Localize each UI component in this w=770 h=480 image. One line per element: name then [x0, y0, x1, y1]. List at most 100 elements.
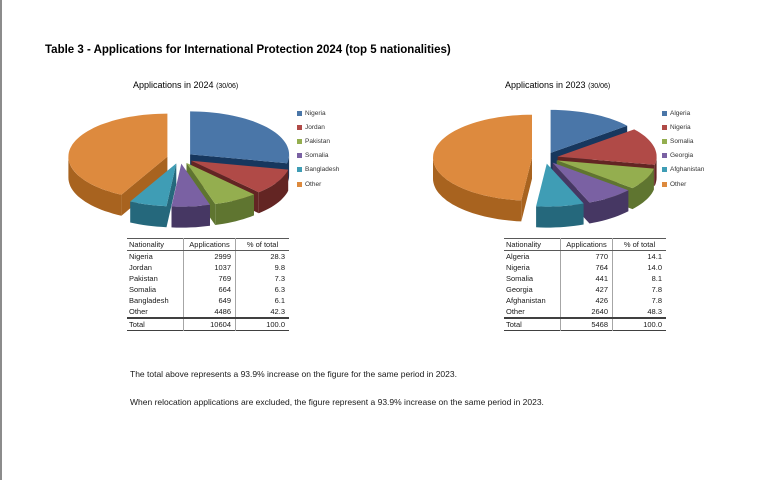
table-cell: 6.1	[235, 295, 289, 306]
legend-item-pakistan: Pakistan	[297, 134, 369, 148]
legend-label: Afghanistan	[670, 166, 705, 174]
chart-title-date-note: (30/06)	[588, 83, 611, 90]
pie-slice-top	[190, 111, 290, 164]
pie-slice-side	[589, 190, 629, 224]
table-cell: 7.8	[612, 295, 666, 306]
table-cell: 664	[183, 284, 236, 295]
table-cell: Nigeria	[506, 263, 530, 272]
legend-swatch	[662, 153, 667, 159]
pie-slice-top	[550, 109, 628, 153]
pie-slice-top	[556, 160, 654, 189]
chart-title-text: Applications in 2024	[133, 80, 214, 90]
pie-slice-side	[632, 168, 654, 210]
table-row: Pakistan 769 7.3	[127, 273, 289, 284]
table-cell: 8.1	[612, 273, 666, 284]
table-cell: 769	[183, 273, 236, 284]
pie-slice-side	[654, 156, 657, 186]
pie-slice-side	[68, 156, 122, 216]
pie-slice-side	[171, 204, 210, 228]
page-title: Table 3 - Applications for International…	[45, 44, 451, 56]
table-total-row: Total 5468 100.0	[504, 317, 666, 331]
table-cell: 441	[560, 273, 613, 284]
window-left-border	[0, 0, 2, 480]
pie-slice-side	[130, 201, 167, 228]
table-row: Bangladesh 649 6.1	[127, 295, 289, 306]
legend-swatch	[297, 153, 302, 159]
legend-label: Jordan	[305, 123, 325, 131]
column-header: % of total	[235, 238, 289, 251]
legend-label: Somalia	[305, 152, 329, 160]
table-row: Afghanistan 426 7.8	[504, 295, 666, 306]
table-cell: Bangladesh	[129, 296, 169, 305]
legend-swatch	[297, 124, 302, 130]
table-cell: 649	[183, 295, 236, 306]
table-cell: 48.3	[612, 306, 666, 318]
table-cell: 10604	[183, 317, 236, 331]
table-cell: Total	[504, 317, 561, 331]
pie-slice-top	[186, 162, 254, 204]
pie-slice-top	[130, 163, 177, 207]
table-cell: 770	[560, 250, 613, 262]
table-cell: 4486	[183, 306, 236, 318]
legend-item-somalia: Somalia	[662, 134, 734, 148]
table-row: Somalia 664 6.3	[127, 284, 289, 295]
table-row: Algeria 770 14.1	[504, 250, 666, 262]
legend-item-other: Other	[662, 177, 734, 191]
table-cell: Other	[506, 307, 525, 316]
table-header-row: Nationality Applications% of total	[127, 238, 289, 251]
table-cell: Nigeria	[129, 252, 153, 261]
table-cell: Somalia	[506, 274, 534, 283]
table-row: Somalia 441 8.1	[504, 273, 666, 284]
table-cell: 7.3	[235, 273, 289, 284]
table-cell: Somalia	[129, 285, 157, 294]
table-cell: Algeria	[506, 252, 530, 261]
table-cell: 42.3	[235, 306, 289, 318]
chart-title-2024: Applications in 2024 (30/06)	[133, 80, 238, 90]
legend-swatch	[297, 167, 302, 173]
legend-item-jordan: Jordan	[297, 120, 369, 134]
legend-swatch	[662, 181, 667, 187]
pie-slice-side	[166, 163, 177, 228]
note-relocation-excluded: When relocation applications are exclude…	[130, 396, 544, 407]
table-cell: 2640	[560, 306, 613, 318]
pie-slice-side	[521, 157, 532, 222]
table-cell: 764	[560, 262, 613, 273]
legend-label: Nigeria	[670, 123, 691, 131]
legend-item-somalia: Somalia	[297, 149, 369, 163]
legend-item-nigeria: Nigeria	[297, 106, 369, 120]
legend-label: Algeria	[670, 109, 691, 117]
table-cell: Pakistan	[129, 274, 158, 283]
table-row: Other 2640 48.3	[504, 306, 666, 318]
table-cell: 100.0	[235, 317, 289, 331]
table-cell: 9.8	[235, 262, 289, 273]
table-cell: Total	[127, 317, 184, 331]
legend-swatch	[662, 167, 667, 173]
column-header: % of total	[612, 238, 666, 251]
pie-slice-top	[68, 113, 168, 195]
legend-label: Somalia	[670, 137, 694, 145]
legend-label: Pakistan	[305, 137, 330, 145]
table-cell: 14.1	[612, 250, 666, 262]
pie-slice-top	[557, 129, 657, 165]
pie-slice-top	[171, 163, 210, 207]
chart-title-2023: Applications in 2023 (30/06)	[505, 80, 610, 90]
pie-slice-side	[536, 203, 584, 228]
legend-2024: Nigeria Jordan Pakistan Somalia Bangladesh Ot…	[297, 106, 369, 191]
legend-swatch	[297, 181, 302, 187]
legend-label: Other	[670, 180, 687, 188]
legend-item-nigeria: Nigeria	[662, 120, 734, 134]
legend-label: Nigeria	[305, 109, 326, 117]
table-cell: Georgia	[506, 285, 533, 294]
legend-item-algeria: Algeria	[662, 106, 734, 120]
table-cell: Other	[129, 307, 148, 316]
legend-label: Other	[305, 180, 322, 188]
chart-title-text: Applications in 2023	[505, 80, 586, 90]
table-row: Other 4486 42.3	[127, 306, 289, 318]
column-header: Nationality	[127, 238, 184, 251]
table-cell: Afghanistan	[506, 296, 546, 305]
table-cell: 7.8	[612, 284, 666, 295]
column-header: Nationality	[504, 238, 561, 251]
legend-swatch	[662, 110, 667, 116]
table-2024: Nationality Applications% of total Nigeria…	[127, 238, 289, 331]
pie-slice-top	[536, 163, 584, 207]
